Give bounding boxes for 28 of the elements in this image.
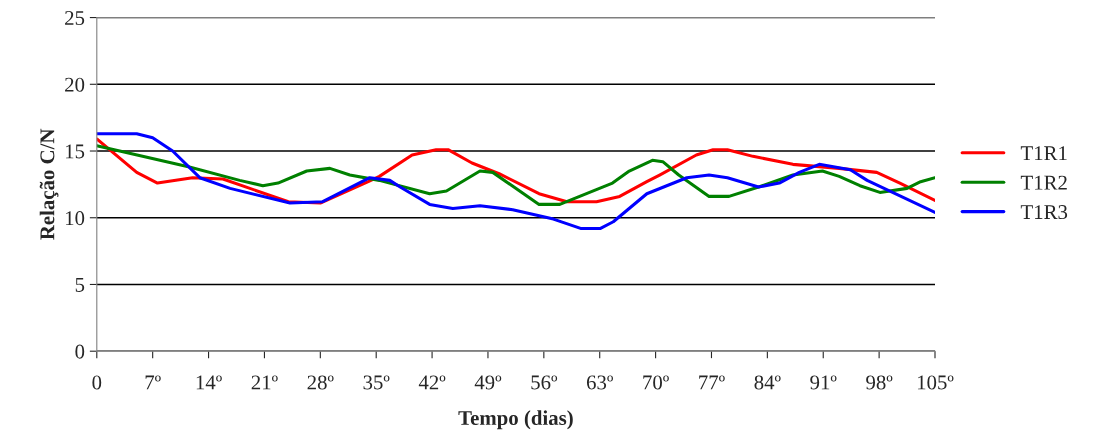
x-tick-label: 14º (196, 375, 222, 390)
y-tick-label: 25 (65, 10, 85, 25)
x-axis-title: Tempo (dias) (458, 410, 573, 430)
y-tick-label: 10 (65, 211, 85, 226)
y-tick-label: 20 (65, 77, 85, 92)
x-tick-label: 91º (810, 375, 837, 390)
x-tick-label: 70º (643, 375, 669, 390)
legend-label: T1R2 (1020, 175, 1067, 190)
x-tick-label: 84º (754, 375, 781, 390)
x-tick-label: 98º (866, 375, 893, 390)
x-tick-label: 77º (699, 375, 725, 390)
y-tick-label: 15 (65, 144, 85, 159)
x-tick-label: 28º (307, 375, 334, 390)
y-tick-label: 0 (75, 344, 85, 359)
x-tick-label: 35º (363, 375, 390, 390)
legend-label: T1R1 (1020, 146, 1067, 161)
x-tick-label: 21º (251, 375, 278, 390)
x-tick-label: 63º (586, 375, 613, 390)
x-tick-label: 0 (92, 375, 102, 390)
x-tick-label: 49º (474, 375, 502, 390)
y-axis-title: Relação C/N (39, 128, 59, 240)
x-tick-label: 56º (531, 375, 558, 390)
legend-label: T1R3 (1020, 205, 1068, 220)
x-tick-label: 105º (917, 375, 954, 390)
x-tick-label: 42º (418, 375, 446, 390)
line-series (96, 132, 935, 230)
x-tick-label: 7º (145, 375, 161, 390)
y-tick-label: 5 (75, 278, 85, 292)
